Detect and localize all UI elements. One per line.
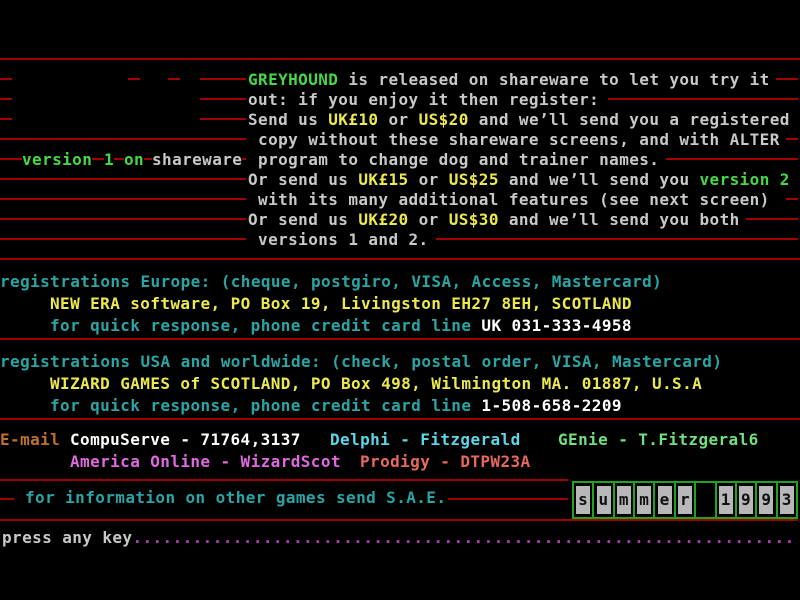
red-dash <box>0 78 12 80</box>
promo-line-3: Send us UK£10 or US$20 and we’ll send yo… <box>248 110 790 129</box>
usa-phone-line: for quick response, phone credit card li… <box>50 396 622 415</box>
date-cell: m <box>635 483 654 517</box>
promo-line-4: copy without these shareware screens, an… <box>248 130 780 149</box>
footer-info: for information on other games send S.A.… <box>25 488 447 507</box>
game-title: GREYHOUND <box>248 70 339 89</box>
usa-header: registrations USA and worldwide: (check,… <box>0 352 723 371</box>
red-line <box>0 198 246 200</box>
press-any-key-prompt: press any key...........................… <box>2 528 795 547</box>
europe-phone-line: for quick response, phone credit card li… <box>50 316 632 335</box>
usa-address: WIZARD GAMES of SCOTLAND, PO Box 498, Wi… <box>50 374 703 393</box>
promo-line-5: program to change dog and trainer names. <box>248 150 660 169</box>
banner-word-shareware: shareware <box>152 150 243 170</box>
date-cell: m <box>614 483 634 517</box>
red-dash <box>666 158 798 160</box>
red-line <box>0 258 800 260</box>
banner-word-version: version <box>22 150 93 170</box>
promo-line-1: GREYHOUND is released on shareware to le… <box>248 70 770 89</box>
version-2-label: version 2 <box>699 170 790 189</box>
promo-line-9: versions 1 and 2. <box>248 230 429 249</box>
price-uk-20: UK£20 <box>358 210 409 229</box>
red-line <box>0 519 798 521</box>
email-compuserve: CompuServe - 71764,3137 <box>70 430 301 450</box>
price-us-30: US$30 <box>448 210 499 229</box>
red-dash <box>448 498 568 500</box>
date-cell: u <box>594 483 613 517</box>
red-line <box>0 138 246 140</box>
red-dash <box>200 118 246 120</box>
date-cell: 9 <box>736 483 756 517</box>
date-cell: s <box>574 483 593 517</box>
dot-leader: ........................................… <box>132 528 795 547</box>
date-cell: 3 <box>777 483 796 517</box>
promo-line-2: out: if you enjoy it then register: <box>248 90 600 109</box>
red-line <box>0 178 246 180</box>
email-label: E-mail <box>0 430 61 450</box>
date-display: s u m m e r 1 9 9 3 <box>572 481 798 519</box>
red-dash <box>0 98 12 100</box>
red-line <box>0 238 246 240</box>
red-line <box>0 218 246 220</box>
red-line <box>0 418 800 420</box>
europe-address: NEW ERA software, PO Box 19, Livingston … <box>50 294 632 313</box>
date-cell: e <box>655 483 674 517</box>
europe-header: registrations Europe: (cheque, postgiro,… <box>0 272 663 291</box>
promo-line-7: with its many additional features (see n… <box>248 190 770 209</box>
promo-line-6: Or send us UK£15 or US$25 and we’ll send… <box>248 170 790 189</box>
red-dash <box>0 118 12 120</box>
red-dash <box>776 78 798 80</box>
red-dash <box>200 98 246 100</box>
price-uk-15: UK£15 <box>358 170 409 189</box>
red-dash <box>786 138 798 140</box>
red-line <box>0 338 800 340</box>
promo-line-8: Or send us UK£20 or US$30 and we’ll send… <box>248 210 740 229</box>
banner-word-1: 1 <box>104 150 115 170</box>
red-line <box>0 479 568 481</box>
email-prodigy: Prodigy - DTPW23A <box>360 452 531 472</box>
email-genie: GEnie - T.Fitzgeral6 <box>558 430 759 450</box>
red-dash <box>786 198 798 200</box>
red-dash <box>608 98 798 100</box>
date-cell: r <box>675 483 695 517</box>
date-cell: 1 <box>716 483 735 517</box>
price-us-20: US$20 <box>418 110 469 129</box>
date-cell: 9 <box>757 483 776 517</box>
email-delphi: Delphi - Fitzgerald <box>330 430 521 450</box>
red-line <box>0 58 800 60</box>
red-dash <box>436 238 798 240</box>
red-line <box>0 158 246 160</box>
price-uk-10: UK£10 <box>328 110 379 129</box>
red-dash <box>0 498 14 500</box>
date-cell-blank <box>696 483 715 517</box>
red-dash <box>168 78 180 80</box>
banner-word-on: on <box>124 150 145 170</box>
europe-phone-number: UK 031-333-4958 <box>481 316 632 335</box>
price-us-25: US$25 <box>448 170 499 189</box>
red-dash <box>200 78 246 80</box>
usa-phone-number: 1-508-658-2209 <box>481 396 622 415</box>
email-aol: America Online - WizardScot <box>70 452 341 472</box>
red-dash <box>128 78 140 80</box>
red-dash <box>746 218 798 220</box>
